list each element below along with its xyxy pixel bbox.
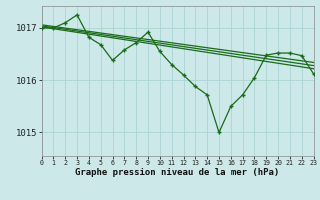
X-axis label: Graphe pression niveau de la mer (hPa): Graphe pression niveau de la mer (hPa) bbox=[76, 168, 280, 177]
